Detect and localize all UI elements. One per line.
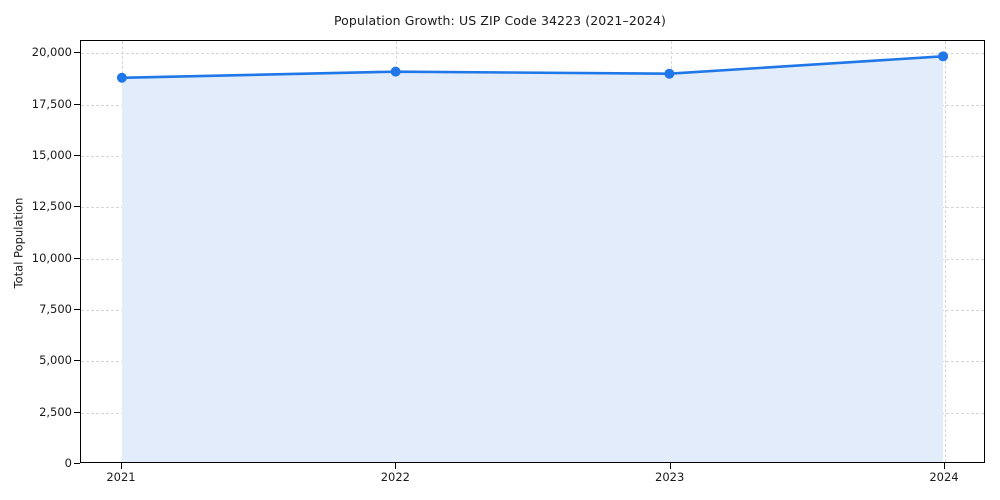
x-axis-tick-mark [121, 463, 122, 469]
y-axis-tick-label: 15,000 [31, 147, 72, 162]
y-axis-tick-label: 5,000 [39, 353, 72, 368]
y-axis-tick-label: 17,500 [31, 96, 72, 111]
series-data-point[interactable] [390, 66, 401, 77]
gridline-vertical [945, 41, 946, 462]
series-data-point[interactable] [116, 72, 127, 83]
gridline-horizontal [81, 53, 984, 55]
y-axis-tick-label: 7,500 [39, 301, 72, 316]
x-axis-tick-mark [669, 463, 671, 469]
y-axis-tick-mark [74, 103, 80, 105]
y-axis-tick-label: 20,000 [31, 45, 72, 60]
series-line [120, 55, 945, 80]
y-axis-tick-label: 12,500 [31, 199, 72, 214]
y-axis-tick-mark [74, 308, 80, 310]
y-axis-tick-label: 0 [64, 456, 72, 470]
y-axis-tick-mark [74, 52, 80, 54]
x-axis-tick-label: 2023 [655, 470, 685, 484]
y-axis-tick-mark [74, 463, 80, 464]
y-axis-tick-mark [74, 257, 80, 259]
x-axis-tick-label: 2021 [106, 470, 136, 484]
series-layer [116, 51, 949, 462]
y-axis-tick-label: 2,500 [39, 404, 72, 419]
y-axis-tick-mark [74, 206, 80, 208]
y-axis-tick-mark [74, 360, 80, 362]
x-axis-tick-label: 2024 [929, 470, 959, 484]
series-data-point[interactable] [664, 68, 675, 79]
y-axis-tick-mark [74, 411, 80, 413]
series-area-fill [121, 56, 944, 462]
x-axis-tick-label: 2022 [380, 470, 410, 484]
series-data-point[interactable] [938, 51, 949, 62]
x-axis-tick-mark [395, 463, 397, 469]
y-axis-tick-label: 10,000 [31, 250, 72, 265]
y-axis-tick-mark [74, 154, 80, 156]
plot-inner [81, 41, 984, 462]
plot-area [80, 40, 985, 463]
chart-title: Population Growth: US ZIP Code 34223 (20… [333, 13, 667, 28]
x-axis-tick-mark [944, 463, 945, 469]
